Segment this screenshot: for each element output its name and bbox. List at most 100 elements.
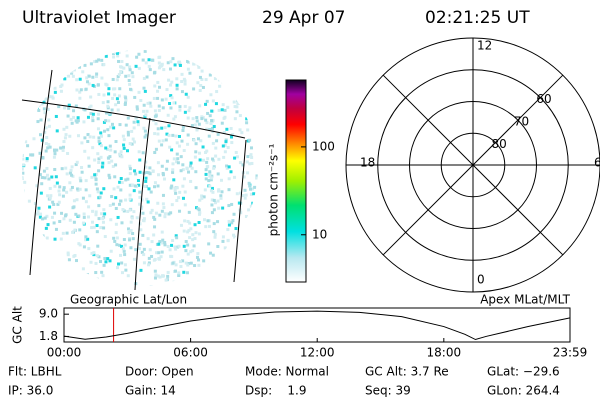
pixel: [114, 196, 118, 200]
pixel: [53, 184, 57, 188]
pixel: [174, 247, 178, 251]
pixel: [83, 55, 87, 59]
pixel: [205, 160, 209, 164]
pixel: [95, 59, 99, 63]
pixel: [227, 219, 231, 223]
colorbar-label: photon cm⁻²s⁻¹: [267, 143, 281, 236]
pixel: [144, 113, 148, 117]
pixel: [102, 263, 106, 267]
pixel: [221, 144, 225, 148]
pixel: [113, 150, 117, 154]
pixel: [33, 166, 37, 170]
lat-line: [21, 99, 246, 139]
pixel: [82, 245, 86, 249]
pixel: [182, 77, 186, 81]
pixel: [208, 174, 212, 178]
pixel: [113, 239, 117, 243]
pixel: [248, 187, 252, 191]
pixel: [223, 143, 227, 147]
pixel: [44, 268, 48, 272]
pixel: [93, 60, 97, 64]
pixel: [238, 97, 242, 101]
pixel: [137, 52, 141, 56]
pixel: [171, 133, 175, 137]
pixel: [204, 102, 208, 106]
pixel: [89, 62, 93, 66]
pixel: [40, 102, 44, 106]
pixel: [153, 109, 157, 113]
pixel: [82, 120, 86, 124]
pixel: [241, 194, 245, 198]
pixel: [157, 257, 161, 261]
pixel: [244, 51, 248, 55]
pixel: [208, 184, 212, 188]
pixel: [234, 150, 238, 154]
pixel: [35, 81, 39, 85]
pixel: [161, 238, 165, 242]
pixel: [81, 196, 85, 200]
pixel: [175, 83, 179, 87]
pixel: [94, 213, 98, 217]
pixel: [233, 156, 237, 160]
pixel: [64, 261, 68, 265]
pixel: [72, 50, 76, 52]
pixel: [252, 68, 256, 72]
pixel: [157, 173, 161, 177]
pixel: [145, 197, 149, 201]
pixel: [221, 103, 225, 107]
pixel: [36, 59, 40, 63]
pixel: [243, 55, 247, 59]
pixel: [206, 164, 210, 168]
pixel: [48, 58, 52, 62]
pixel: [24, 140, 28, 144]
pixel: [188, 164, 192, 168]
pixel: [55, 129, 59, 133]
pixel: [232, 100, 236, 104]
pixel: [87, 58, 91, 62]
pixel: [31, 52, 35, 56]
pixel: [156, 96, 160, 100]
pixel: [59, 89, 63, 93]
pixel: [43, 111, 47, 115]
pixel: [186, 263, 190, 267]
pixel: [28, 221, 32, 225]
pixel: [134, 116, 138, 120]
pixel: [121, 285, 125, 286]
pixel: [128, 208, 132, 212]
pixel: [58, 193, 62, 197]
pixel: [124, 268, 128, 272]
pixel: [124, 101, 128, 105]
pixel: [70, 267, 74, 271]
pixel: [97, 112, 101, 116]
pixel: [148, 101, 152, 105]
pixel: [232, 53, 236, 57]
pixel: [209, 280, 213, 284]
pixel: [52, 202, 56, 206]
pixel: [67, 103, 71, 107]
pixel: [136, 120, 140, 124]
pixel: [172, 157, 176, 161]
pixel: [170, 255, 174, 259]
pixel: [255, 174, 258, 178]
pixel: [95, 254, 99, 258]
pixel: [254, 110, 258, 114]
pixel: [74, 212, 78, 216]
pixel: [182, 148, 186, 152]
pixel: [171, 168, 175, 172]
pixel: [117, 73, 121, 77]
pixel: [213, 232, 217, 236]
pixel: [200, 59, 204, 63]
pixel: [129, 229, 133, 233]
pixel: [55, 181, 59, 185]
pixel: [135, 107, 139, 111]
pixel: [119, 150, 123, 154]
pixel: [98, 195, 102, 199]
pixel: [101, 220, 105, 224]
pixel: [83, 280, 87, 284]
pixel: [119, 199, 123, 203]
pixel: [179, 223, 183, 227]
pixel: [72, 68, 76, 72]
pixel: [46, 84, 50, 88]
pixel: [255, 235, 258, 239]
pixel: [188, 236, 192, 240]
